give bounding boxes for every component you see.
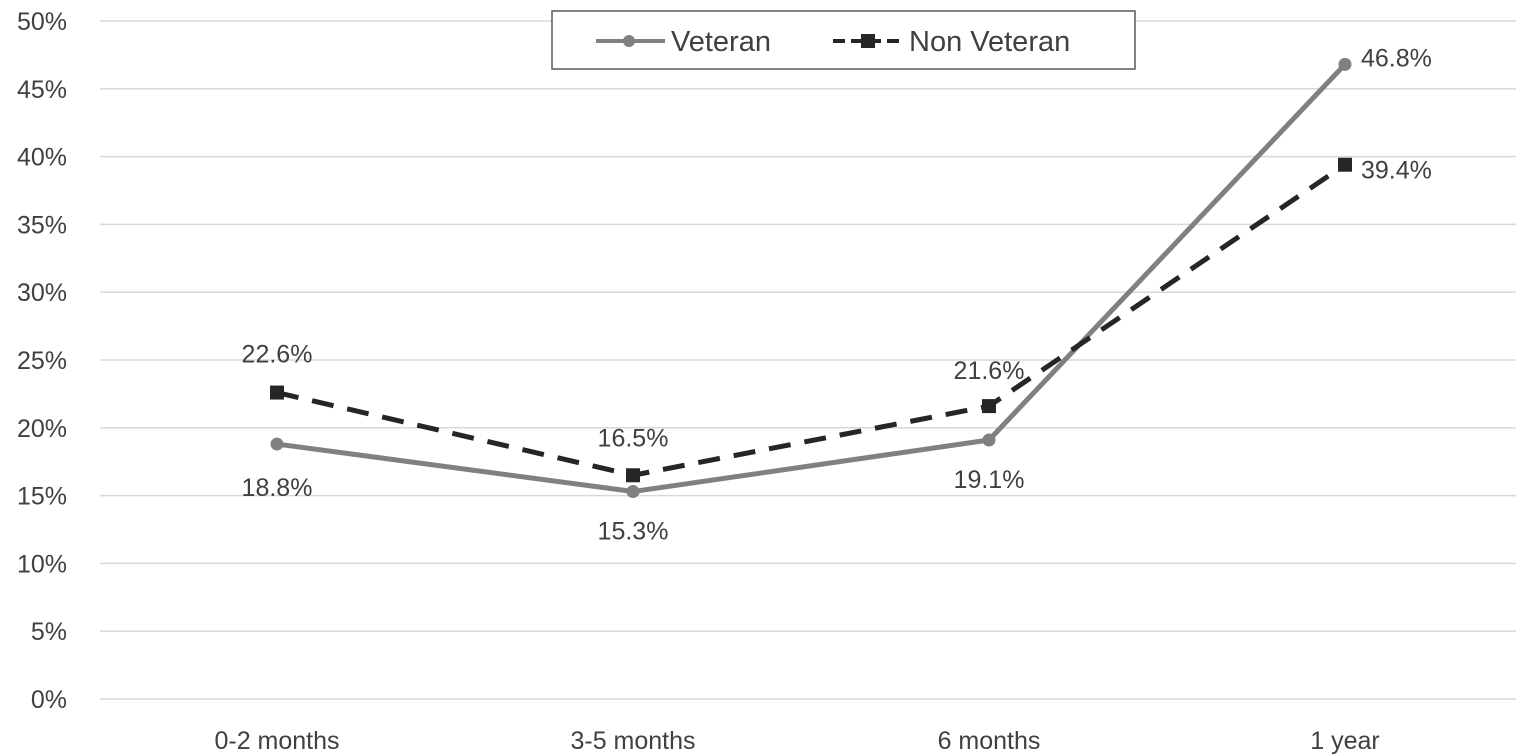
legend-label-veteran: Veteran	[671, 26, 771, 58]
data-point-veteran	[270, 437, 284, 451]
gridlines	[100, 20, 1516, 700]
legend-item-non-veteran: Non Veteran	[833, 26, 1070, 58]
data-label-veteran: 15.3%	[598, 518, 669, 546]
data-point-veteran	[982, 433, 996, 447]
data-point-non-veteran	[626, 468, 640, 483]
y-tick-label: 35%	[17, 211, 67, 239]
y-tick-label: 15%	[17, 483, 67, 511]
legend-marker-non-veteran	[861, 34, 875, 48]
y-axis-ticks: 0% 5% 10% 15% 20% 25% 30% 35% 40% 45% 50%	[17, 8, 67, 714]
y-tick-label: 0%	[31, 686, 67, 714]
series-lines	[270, 57, 1352, 499]
y-tick-label: 45%	[17, 76, 67, 104]
data-label-veteran: 46.8%	[1361, 44, 1432, 72]
data-point-non-veteran	[1338, 157, 1352, 172]
data-label-non-veteran: 16.5%	[598, 424, 669, 452]
legend-marker-veteran	[623, 35, 635, 47]
data-label-non-veteran: 22.6%	[242, 341, 313, 369]
y-tick-label: 50%	[17, 8, 67, 36]
series-line-veteran	[276, 62, 1347, 495]
data-label-non-veteran: 21.6%	[954, 357, 1025, 385]
x-axis-ticks: 0-2 months 3-5 months 6 months 1 year	[214, 727, 1379, 755]
data-point-non-veteran	[982, 399, 996, 414]
data-point-veteran	[626, 485, 640, 499]
data-point-veteran	[1338, 57, 1352, 71]
legend-label-non-veteran: Non Veteran	[909, 26, 1070, 58]
y-tick-label: 10%	[17, 550, 67, 578]
data-labels: 18.8% 15.3% 19.1% 46.8% 22.6% 16.5% 21.6% 39.4%	[242, 44, 1432, 545]
y-tick-label: 30%	[17, 279, 67, 307]
y-tick-label: 25%	[17, 347, 67, 375]
data-label-veteran: 18.8%	[242, 474, 313, 502]
legend-item-veteran: Veteran	[596, 26, 771, 58]
x-tick-label: 6 months	[938, 727, 1041, 755]
y-tick-label: 40%	[17, 144, 67, 172]
data-label-veteran: 19.1%	[954, 466, 1025, 494]
y-tick-label: 5%	[31, 618, 67, 646]
x-tick-label: 3-5 months	[570, 727, 695, 755]
legend: Veteran Non Veteran	[551, 10, 1136, 70]
x-tick-label: 0-2 months	[214, 727, 339, 755]
data-point-non-veteran	[270, 385, 284, 400]
x-tick-label: 1 year	[1310, 727, 1379, 755]
y-tick-label: 20%	[17, 415, 67, 443]
data-label-non-veteran: 39.4%	[1361, 157, 1432, 185]
series-line-non-veteran	[276, 162, 1347, 478]
